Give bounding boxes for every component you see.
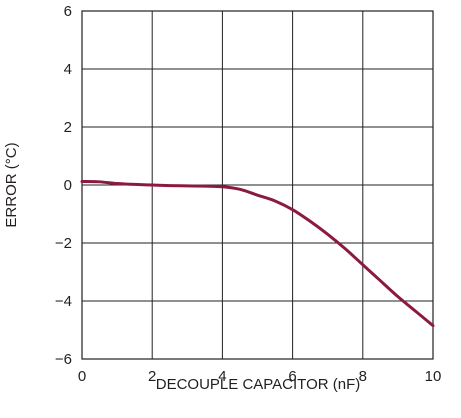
x-axis-ticks: 0 2 4 6 8 10 (78, 368, 442, 385)
y-axis-label: ERROR (°C) (3, 142, 20, 227)
y-tick-label: −2 (55, 235, 72, 252)
x-tick-label: 0 (78, 368, 86, 385)
x-tick-label: 8 (359, 368, 367, 385)
y-axis-ticks: 6 4 2 0 −2 −4 −6 (55, 3, 72, 368)
x-axis-label: DECOUPLE CAPACITOR (nF) (156, 376, 360, 393)
x-tick-label: 10 (425, 368, 442, 385)
x-tick-label: 2 (148, 368, 156, 385)
y-tick-label: −4 (55, 293, 72, 310)
x-tick-label: 4 (218, 368, 226, 385)
y-tick-label: 0 (64, 177, 72, 194)
plot-frame (81, 10, 434, 360)
y-tick-label: −6 (55, 351, 72, 368)
series-line (80, 180, 435, 328)
y-tick-label: 4 (64, 61, 72, 78)
y-tick-label: 6 (64, 3, 72, 20)
x-tick-label: 6 (288, 368, 296, 385)
series-layer (80, 180, 435, 328)
y-tick-label: 2 (64, 119, 72, 136)
